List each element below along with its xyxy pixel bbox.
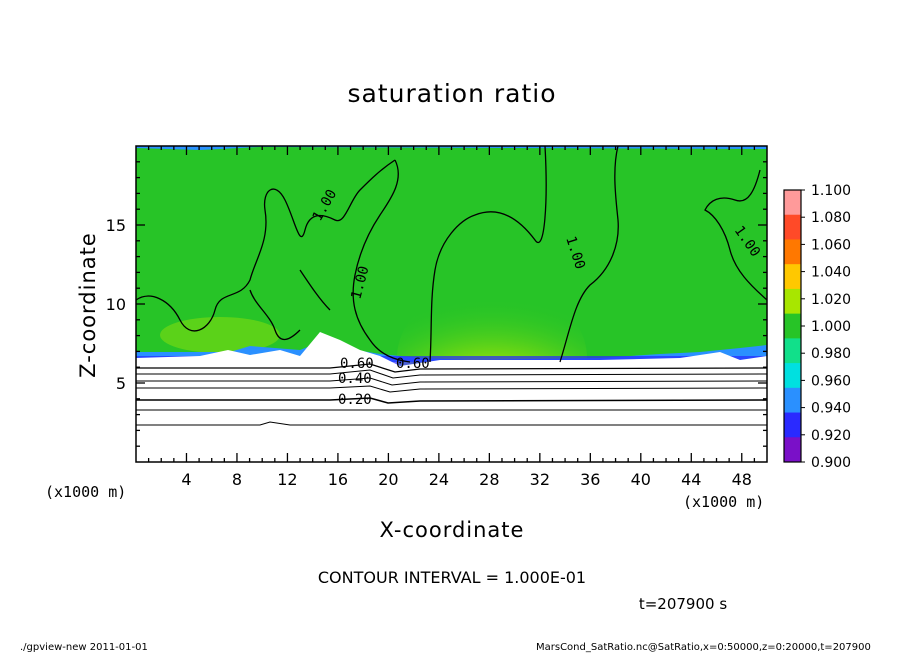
x-tick-label: 4	[181, 470, 191, 489]
colorbar-label: 0.960	[811, 373, 851, 389]
colorbar-label: 0.980	[811, 346, 851, 362]
x-axis-unit: (x1000 m)	[683, 493, 764, 511]
field-subsaturated	[136, 332, 767, 462]
y-axis-unit: (x1000 m)	[45, 483, 126, 501]
field-top-streak	[136, 146, 767, 150]
plot-area	[136, 146, 767, 462]
footer-right: MarsCond_SatRatio.nc@SatRatio,x=0:50000,…	[536, 642, 871, 653]
colorbar-label: 1.100	[811, 183, 851, 199]
colorbar: 1.100 1.080 1.060 1.040 1.020 1.000 0.980 0.960…	[783, 183, 851, 471]
contour-label: 0.20	[338, 392, 372, 408]
x-tick-label: 8	[232, 470, 242, 489]
time-label: t=207900 s	[639, 595, 727, 613]
x-tick-label: 28	[479, 470, 499, 489]
colorbar-swatch	[784, 190, 801, 216]
y-axis-title: Z-coordinate	[76, 232, 100, 378]
x-tick-label: 40	[631, 470, 651, 489]
y-tick-label: 15	[106, 216, 126, 235]
y-tick-label: 5	[116, 374, 126, 393]
colorbar-swatch	[784, 412, 801, 438]
colorbar-label: 1.060	[811, 237, 851, 253]
x-tick-label: 12	[277, 470, 297, 489]
field-patch	[160, 317, 280, 353]
x-tick-label: 44	[681, 470, 701, 489]
contour-label: 0.40	[338, 371, 372, 387]
contour-label: 0.60	[340, 356, 374, 372]
colorbar-label: 0.900	[811, 455, 851, 471]
colorbar-label: 1.000	[811, 319, 851, 335]
x-tick-label: 24	[429, 470, 449, 489]
y-tick-label: 10	[106, 295, 126, 314]
x-tick-label: 20	[378, 470, 398, 489]
x-tick-label: 16	[328, 470, 348, 489]
colorbar-swatch	[784, 338, 801, 364]
colorbar-label: 0.920	[811, 428, 851, 444]
x-axis-title: X-coordinate	[380, 518, 525, 542]
x-tick-label: 32	[530, 470, 550, 489]
colorbar-label: 0.940	[811, 401, 851, 417]
colorbar-label: 1.020	[811, 292, 851, 308]
colorbar-swatch	[784, 363, 801, 389]
footer-left: ./gpview-new 2011-01-01	[20, 642, 148, 653]
colorbar-label: 1.080	[811, 210, 851, 226]
colorbar-swatch	[784, 214, 801, 240]
colorbar-swatch	[784, 387, 801, 414]
chart-title: saturation ratio	[347, 79, 556, 108]
colorbar-label: 1.040	[811, 265, 851, 281]
x-tick-label: 48	[732, 470, 752, 489]
contour-interval-label: CONTOUR INTERVAL = 1.000E-01	[318, 568, 586, 587]
contours-1-00	[136, 146, 767, 363]
colorbar-swatch	[784, 437, 801, 463]
contour-label: 0.60	[396, 356, 430, 372]
colorbar-swatch	[784, 288, 801, 315]
colorbar-swatch	[784, 239, 801, 265]
x-tick-label: 36	[580, 470, 600, 489]
colorbar-swatch	[784, 313, 801, 339]
colorbar-swatch	[784, 264, 801, 290]
contours-lower	[136, 363, 767, 426]
